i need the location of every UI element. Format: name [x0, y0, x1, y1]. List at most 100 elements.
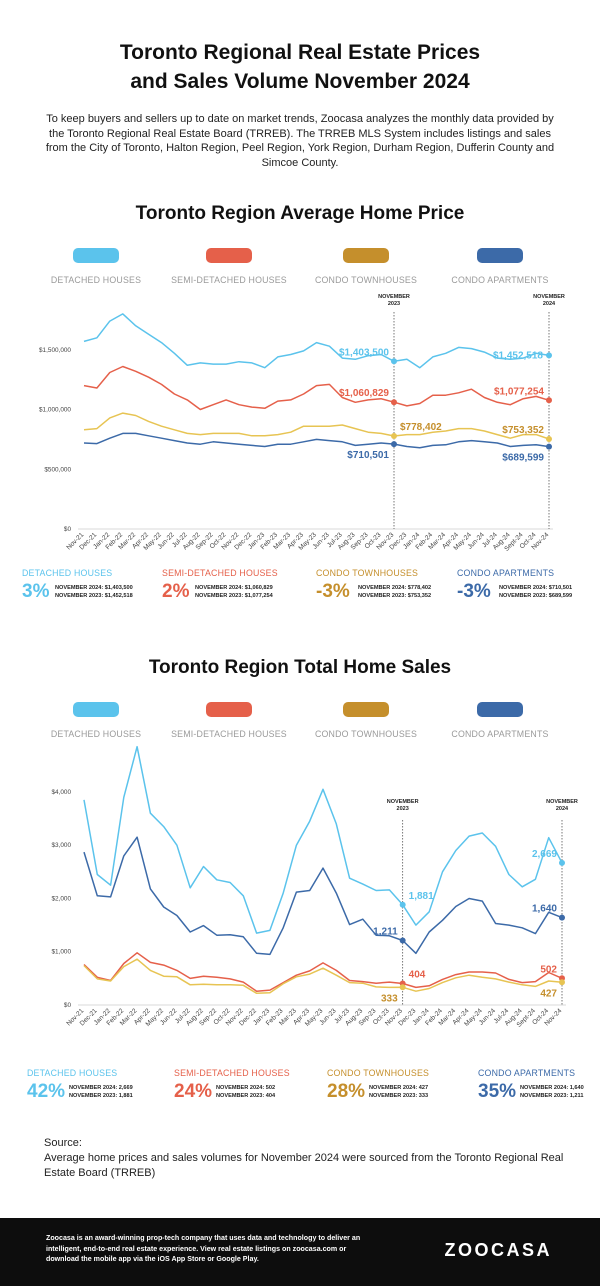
data-label-semi: $1,060,829 [339, 388, 389, 399]
page-title-line-2: and Sales Volume November 2024 [130, 70, 470, 93]
change-percent: 42% [27, 1081, 66, 1102]
marker-point-semi [391, 399, 397, 406]
data-label-townhouse: 427 [540, 988, 557, 999]
data-label-apartment: $689,599 [502, 453, 544, 464]
source-heading: Source: [44, 1137, 82, 1149]
price-chart-title: Toronto Region Average Home Price [135, 203, 465, 224]
legend-item-apartment: CONDO APARTMENTS [425, 702, 575, 739]
change-value-current: NOVEMBER 2024: 1,640 [520, 1085, 584, 1091]
legend-label-detached: DETACHED HOUSES [50, 275, 142, 285]
marker-point-detached [559, 859, 565, 866]
change-percent: 3% [22, 581, 50, 602]
data-label-apartment: 1,211 [373, 926, 398, 937]
sales-line-chart: $0$1,000$2,000$3,000$4,000Nov-21Dec-21Ja… [51, 745, 578, 1029]
legend-label-detached: DETACHED HOUSES [50, 729, 142, 739]
source-note: Source: Average home prices and sales vo… [44, 1136, 564, 1181]
marker-point-semi [546, 397, 552, 404]
reference-label: NOVEMBER [387, 799, 419, 805]
reference-label: 2024 [543, 301, 556, 307]
legend-label-semi: SEMI-DETACHED HOUSES [171, 275, 287, 285]
change-values: NOVEMBER 2024: $710,501 NOVEMBER 2023: $6… [499, 584, 572, 600]
change-percent: 24% [174, 1081, 213, 1102]
series-line-semi [83, 365, 550, 411]
data-label-apartment: $710,501 [347, 450, 389, 461]
change-category-name: DETACHED HOUSES [27, 1068, 118, 1078]
marker-point-apartment [399, 937, 406, 944]
page-title: Toronto Regional Real Estate Prices and … [0, 38, 600, 96]
series-line-townhouse [83, 958, 563, 995]
legend-swatch-apartment [477, 248, 523, 263]
change-values: NOVEMBER 2024: 1,640 NOVEMBER 2023: 1,211 [520, 1084, 584, 1100]
change-category-name: SEMI-DETACHED HOUSES [162, 568, 278, 578]
series-line-apartment [83, 836, 563, 956]
legend-swatch-townhouse [343, 248, 389, 263]
reference-label: 2023 [397, 806, 409, 812]
change-value-previous: NOVEMBER 2023: 1,211 [520, 1093, 584, 1099]
marker-point-townhouse [391, 432, 397, 439]
change-value-current: NOVEMBER 2024: 2,669 [69, 1085, 133, 1091]
reference-label: NOVEMBER [378, 294, 410, 300]
page-title-line-1: Toronto Regional Real Estate Prices [119, 41, 481, 64]
marker-point-detached [391, 358, 397, 365]
legend-item-semi: SEMI-DETACHED HOUSES [154, 248, 304, 285]
change-category-name: CONDO TOWNHOUSES [327, 1068, 430, 1078]
legend-label-apartment: CONDO APARTMENTS [451, 729, 549, 739]
legend-label-townhouse: CONDO TOWNHOUSES [314, 729, 418, 739]
data-label-semi: 404 [409, 969, 426, 980]
legend-swatch-semi [206, 248, 252, 263]
y-tick-label: $500,000 [44, 466, 71, 473]
marker-point-townhouse [399, 984, 406, 991]
zoocasa-logo[interactable]: ZOOCASA [444, 1240, 552, 1260]
price-chart-legend: DETACHED HOUSES SEMI-DETACHED HOUSES CONDO… [0, 248, 600, 292]
data-label-townhouse: $753,352 [502, 425, 544, 436]
change-percent: 28% [327, 1081, 366, 1102]
y-tick-label: $1,500,000 [39, 347, 71, 354]
marker-point-townhouse [559, 979, 565, 986]
change-values: NOVEMBER 2024: 427 NOVEMBER 2023: 333 [369, 1084, 428, 1100]
footer: Zoocasa is an award-winning prop-tech co… [0, 1218, 600, 1286]
change-values: NOVEMBER 2024: $778,402 NOVEMBER 2023: $7… [358, 584, 431, 600]
legend-swatch-townhouse [343, 702, 389, 717]
change-value-current: NOVEMBER 2024: $1,060,829 [195, 585, 273, 591]
legend-item-apartment: CONDO APARTMENTS [425, 248, 575, 285]
y-tick-label: $4,000 [51, 789, 71, 796]
intro-paragraph: To keep buyers and sellers up to date on… [45, 113, 555, 169]
change-category-name: CONDO APARTMENTS [457, 568, 555, 578]
series-line-semi [83, 952, 563, 992]
change-value-previous: NOVEMBER 2023: $753,352 [358, 593, 432, 599]
data-label-detached: $1,403,500 [339, 347, 389, 358]
legend-label-semi: SEMI-DETACHED HOUSES [171, 729, 287, 739]
change-value-current: NOVEMBER 2024: $710,501 [499, 585, 573, 591]
data-label-detached: $1,452,518 [493, 350, 543, 361]
sales-chart-legend: DETACHED HOUSES SEMI-DETACHED HOUSES CONDO… [0, 702, 600, 746]
sales-chart-title: Toronto Region Total Home Sales [148, 657, 452, 678]
series-line-apartment [83, 432, 550, 449]
change-values: NOVEMBER 2024: $1,060,829 NOVEMBER 2023: … [195, 584, 273, 600]
legend-label-townhouse: CONDO TOWNHOUSES [314, 275, 418, 285]
change-value-current: NOVEMBER 2024: 502 [216, 1085, 276, 1091]
change-category-name: CONDO APARTMENTS [478, 1068, 576, 1078]
change-values: NOVEMBER 2024: 502 NOVEMBER 2023: 404 [216, 1084, 275, 1100]
y-tick-label: $1,000 [51, 949, 71, 956]
change-category-name: CONDO TOWNHOUSES [316, 568, 419, 578]
change-value-current: NOVEMBER 2024: $778,402 [358, 585, 432, 591]
price-line-chart: $0$500,000$1,000,000$1,500,000Nov-21Dec-… [39, 294, 565, 553]
y-tick-label: $2,000 [51, 895, 71, 902]
legend-swatch-semi [206, 702, 252, 717]
reference-label: NOVEMBER [546, 799, 578, 805]
series-line-detached [83, 745, 563, 934]
change-percent: -3% [457, 581, 491, 602]
reference-label: 2024 [556, 806, 569, 812]
change-value-previous: NOVEMBER 2023: $689,599 [499, 593, 573, 599]
y-tick-label: $3,000 [51, 842, 71, 849]
change-value-previous: NOVEMBER 2023: 404 [216, 1093, 276, 1099]
y-tick-label: $1,000,000 [39, 407, 71, 414]
change-category-name: SEMI-DETACHED HOUSES [174, 1068, 290, 1078]
reference-label: 2023 [388, 301, 400, 307]
change-value-current: NOVEMBER 2024: $1,403,500 [55, 585, 133, 591]
change-category-name: DETACHED HOUSES [22, 568, 113, 578]
marker-point-detached [546, 352, 552, 359]
data-label-detached: 1,881 [409, 891, 434, 902]
legend-swatch-detached [73, 702, 119, 717]
legend-swatch-apartment [477, 702, 523, 717]
